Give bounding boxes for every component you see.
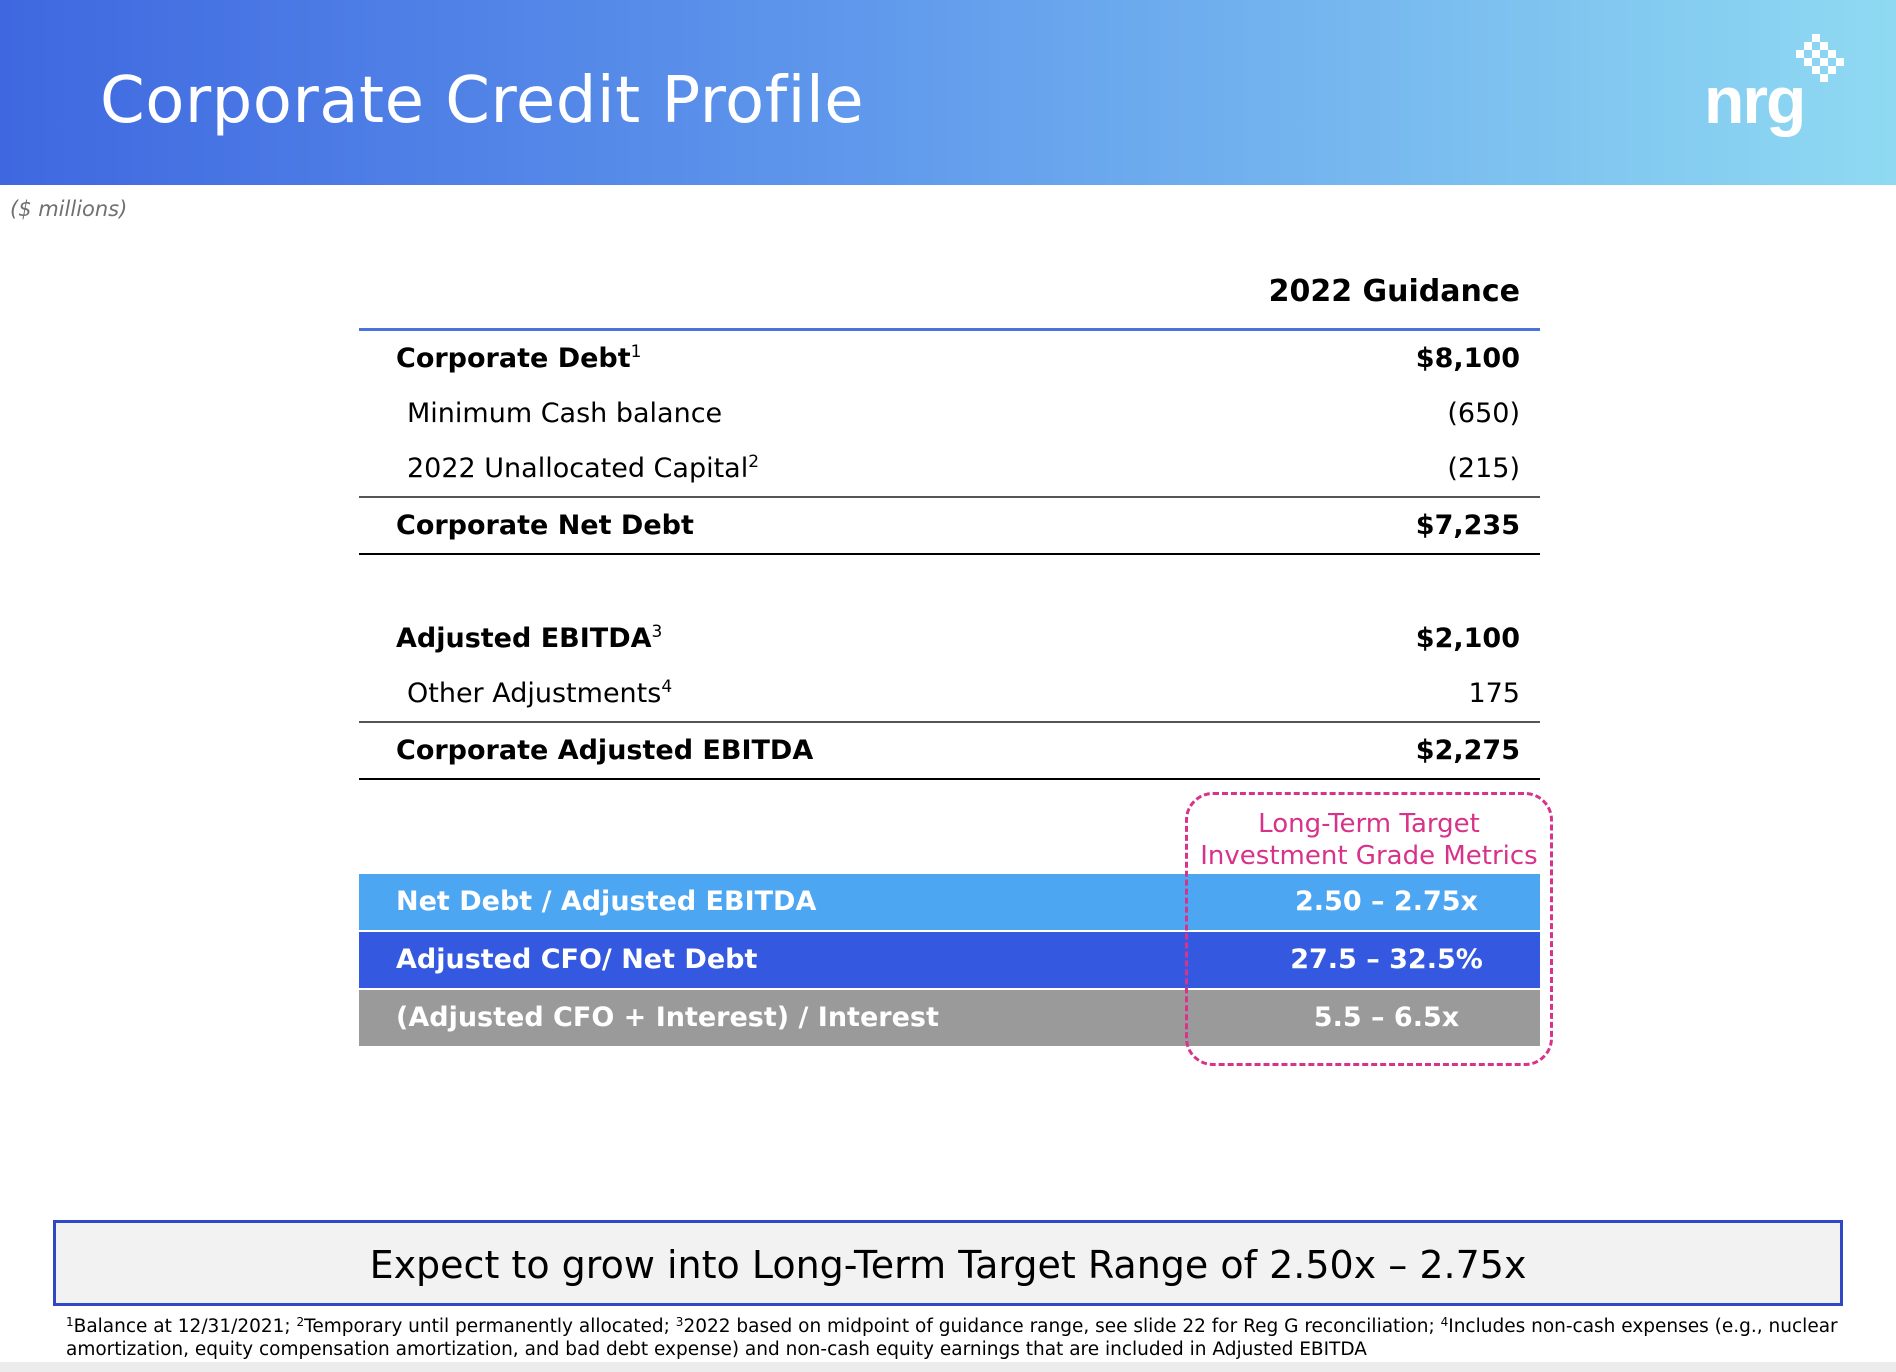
footnote-text: Temporary until permanently allocated; [304,1316,676,1337]
row-label: Corporate Debt1 [396,342,642,374]
target-callout-label: Long-Term Target Investment Grade Metric… [1185,808,1553,872]
row-value: 175 [1468,678,1520,709]
row-value: $2,100 [1415,623,1520,654]
logo-wordmark: nrg [1704,63,1806,137]
row-label: Other Adjustments4 [407,677,673,709]
metric-value: 5.5 – 6.5x [1313,1002,1460,1033]
table-row: Minimum Cash balance (650) [359,386,1540,441]
row-value: $2,275 [1415,735,1520,766]
target-callout-box [1185,792,1553,1066]
table-row: 2022 Unallocated Capital2 (215) [359,441,1540,496]
row-value: $8,100 [1415,343,1520,374]
banner-text: Expect to grow into Long-Term Target Ran… [369,1243,1527,1287]
table-row: Adjusted EBITDA3 $2,100 [359,611,1540,666]
metric-row-cfo-net-debt: Adjusted CFO/ Net Debt 27.5 – 32.5% [359,932,1540,988]
metric-label: Adjusted CFO/ Net Debt [396,944,758,975]
row-label: Corporate Adjusted EBITDA [396,735,814,766]
row-value: $7,235 [1415,510,1520,541]
callout-line-1: Long-Term Target [1258,809,1480,839]
footnote-text: 2022 based on midpoint of guidance range… [683,1316,1441,1337]
column-header: 2022 Guidance [1268,274,1520,309]
row-label: Minimum Cash balance [407,398,723,429]
row-value: (215) [1447,453,1520,484]
metric-row-interest-coverage: (Adjusted CFO + Interest) / Interest 5.5… [359,990,1540,1046]
table-row-total: Corporate Net Debt $7,235 [359,496,1540,555]
metric-value: 2.50 – 2.75x [1295,886,1478,917]
table-row: Other Adjustments4 175 [359,666,1540,721]
spacer [359,555,1540,611]
metric-label: (Adjusted CFO + Interest) / Interest [396,1002,939,1033]
bottom-strip [0,1362,1896,1372]
footnote-marker: 4 [1440,1315,1449,1329]
footnote-text: Balance at 12/31/2021; [73,1316,297,1337]
row-label: 2022 Unallocated Capital2 [407,452,760,484]
credit-table: Corporate Debt1 $8,100 Minimum Cash bala… [359,328,1540,780]
row-label: Adjusted EBITDA3 [396,622,663,654]
nrg-logo: nrg [1700,28,1870,148]
metric-row-net-debt-ebitda: Net Debt / Adjusted EBITDA 2.50 – 2.75x [359,874,1540,930]
callout-line-2: Investment Grade Metrics [1200,841,1538,871]
title-bar: Corporate Credit Profile nrg [0,0,1896,185]
metric-value: 27.5 – 32.5% [1290,944,1483,975]
pixel-diamond-icon [1796,34,1844,82]
takeaway-banner: Expect to grow into Long-Term Target Ran… [53,1220,1843,1306]
footnotes: 1Balance at 12/31/2021; 2Temporary until… [66,1315,1866,1361]
row-value: (650) [1447,398,1520,429]
footnote-text: Includes non-cash expenses (e.g., nuclea… [66,1316,1838,1360]
metrics-table: Net Debt / Adjusted EBITDA 2.50 – 2.75x … [359,874,1540,1048]
footnote-marker: 2 [296,1315,305,1329]
footnote-marker: 1 [66,1315,74,1329]
table-row-total: Corporate Adjusted EBITDA $2,275 [359,721,1540,780]
metric-label: Net Debt / Adjusted EBITDA [396,886,817,917]
units-note: ($ millions) [10,197,128,221]
footnote-marker: 3 [675,1315,684,1329]
page-title: Corporate Credit Profile [100,64,865,138]
row-label: Corporate Net Debt [396,510,694,541]
table-row: Corporate Debt1 $8,100 [359,331,1540,386]
